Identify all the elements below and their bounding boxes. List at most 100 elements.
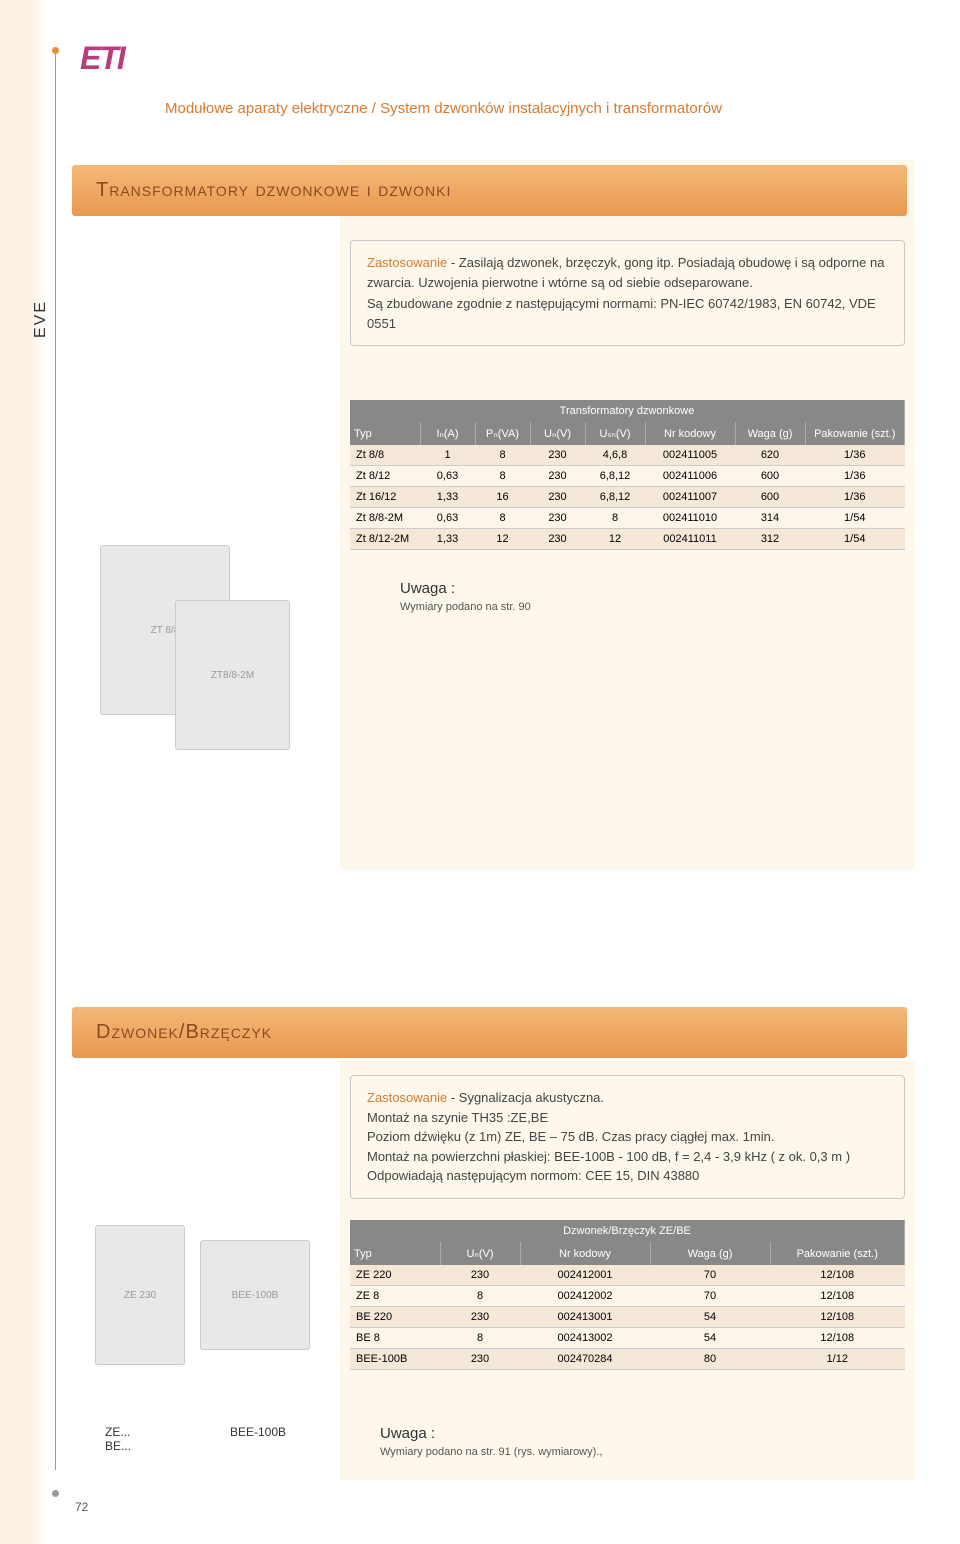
rule-dot-top [52, 47, 59, 54]
table-cell: 12/108 [770, 1286, 905, 1307]
table-cell: 230 [530, 445, 585, 466]
transformers-table: Transformatory dzwonkowe Typ Iₙ(A) Pₙ(VA… [350, 400, 905, 550]
table-row: Zt 8/120,6382306,8,120024110066001/36 [350, 466, 905, 487]
th2-typ: Typ [350, 1242, 440, 1265]
table-cell: 8 [440, 1286, 520, 1307]
table-cell: 230 [530, 487, 585, 508]
th-in: Iₙ(A) [420, 422, 475, 445]
table-cell: 0,63 [420, 466, 475, 487]
table-cell: 1/12 [770, 1349, 905, 1370]
table-row: BE 2202300024130015412/108 [350, 1307, 905, 1328]
table-cell: 1/54 [805, 508, 905, 529]
table-cell: Zt 16/12 [350, 487, 420, 508]
note-1: Uwaga : Wymiary podano na str. 90 [400, 580, 531, 613]
table-cell: ZE 220 [350, 1265, 440, 1286]
table-row: BE 880024130025412/108 [350, 1328, 905, 1349]
table-cell: 230 [530, 466, 585, 487]
table-cell: 002411007 [645, 487, 735, 508]
table-cell: Zt 8/8 [350, 445, 420, 466]
table-cell: 12 [475, 529, 530, 550]
table-cell: Zt 8/12-2M [350, 529, 420, 550]
note-2: Uwaga : Wymiary podano na str. 91 (rys. … [380, 1425, 602, 1458]
section1-header: Transformatory dzwonkowe i dzwonki [72, 165, 907, 216]
th-usn: Uₛₙ(V) [585, 422, 645, 445]
table-row: ZE 880024120027012/108 [350, 1286, 905, 1307]
th2-un: Uₙ(V) [440, 1242, 520, 1265]
table-cell: 12/108 [770, 1328, 905, 1349]
catalog-page: ETI Modułowe aparaty elektryczne / Syste… [0, 0, 960, 1544]
table-cell: 314 [735, 508, 805, 529]
table-cell: 312 [735, 529, 805, 550]
app-text-2: - Sygnalizacja akustyczna. [447, 1090, 604, 1105]
table-cell: 12/108 [770, 1307, 905, 1328]
table-cell: 4,6,8 [585, 445, 645, 466]
table-cell: 8 [475, 508, 530, 529]
table-cell: 8 [440, 1328, 520, 1349]
table-cell: 002470284 [520, 1349, 650, 1370]
table-cell: 600 [735, 487, 805, 508]
table-cell: 1/54 [805, 529, 905, 550]
table-cell: 0,63 [420, 508, 475, 529]
table-row: Zt 16/121,33162306,8,120024110076001/36 [350, 487, 905, 508]
brand-logo: ETI [80, 40, 124, 77]
th-typ: Typ [350, 422, 420, 445]
caption-ze-be: ZE... BE... [105, 1425, 131, 1453]
table-cell: 1/36 [805, 487, 905, 508]
table-cell: 1,33 [420, 529, 475, 550]
app-label-1: Zastosowanie [367, 255, 447, 270]
table-cell: 620 [735, 445, 805, 466]
table-cell: 16 [475, 487, 530, 508]
table-cell: 230 [530, 508, 585, 529]
app-text-1b: Są zbudowane zgodnie z następującymi nor… [367, 294, 888, 333]
table-cell: BE 8 [350, 1328, 440, 1349]
table-cell: 1/36 [805, 466, 905, 487]
app-line-2: Montaż na powierzchni płaskiej: BEE-100B… [367, 1147, 888, 1167]
breadcrumb: Modułowe aparaty elektryczne / System dz… [165, 100, 722, 117]
th2-code: Nr kodowy [520, 1242, 650, 1265]
doorbell-table: Dzwonek/Brzęczyk ZE/BE Typ Uₙ(V) Nr kodo… [350, 1220, 905, 1370]
table-cell: 8 [475, 445, 530, 466]
th2-weight: Waga (g) [650, 1242, 770, 1265]
rule-dot-bottom [52, 1490, 59, 1497]
product-image-bee100b: BEE-100B [200, 1240, 310, 1350]
table-cell: 230 [530, 529, 585, 550]
table2-header-row: Typ Uₙ(V) Nr kodowy Waga (g) Pakowanie (… [350, 1242, 905, 1265]
table-row: Zt 8/8182304,6,80024110056201/36 [350, 445, 905, 466]
table-cell: 6,8,12 [585, 466, 645, 487]
table-cell: 8 [475, 466, 530, 487]
table-cell: 1 [420, 445, 475, 466]
note1-title: Uwaga : [400, 580, 531, 597]
th-weight: Waga (g) [735, 422, 805, 445]
table-cell: 6,8,12 [585, 487, 645, 508]
table-cell: 80 [650, 1349, 770, 1370]
table-cell: 002412001 [520, 1265, 650, 1286]
table-cell: 1,33 [420, 487, 475, 508]
app-label-2: Zastosowanie [367, 1090, 447, 1105]
table-cell: 002411006 [645, 466, 735, 487]
section2-header: Dzwonek/Brzęczyk [72, 1007, 907, 1058]
th-code: Nr kodowy [645, 422, 735, 445]
table-cell: 8 [585, 508, 645, 529]
table-row: BEE-100B230002470284801/12 [350, 1349, 905, 1370]
th-pn: Pₙ(VA) [475, 422, 530, 445]
app-line-1: Poziom dźwięku (z 1m) ZE, BE – 75 dB. Cz… [367, 1127, 888, 1147]
app-line-0: Montaż na szynie TH35 :ZE,BE [367, 1108, 888, 1128]
table-cell: 600 [735, 466, 805, 487]
app-line-3: Odpowiadają następującym normom: CEE 15,… [367, 1166, 888, 1186]
table1-header-row: Typ Iₙ(A) Pₙ(VA) Uₙ(V) Uₛₙ(V) Nr kodowy … [350, 422, 905, 445]
th2-pack: Pakowanie (szt.) [770, 1242, 905, 1265]
table-cell: 54 [650, 1328, 770, 1349]
table-cell: 54 [650, 1307, 770, 1328]
table-cell: 002413002 [520, 1328, 650, 1349]
note2-title: Uwaga : [380, 1425, 602, 1442]
table-row: Zt 8/8-2M0,63823080024110103141/54 [350, 508, 905, 529]
left-stripe [0, 0, 48, 1544]
table-cell: 70 [650, 1286, 770, 1307]
table2-title: Dzwonek/Brzęczyk ZE/BE [350, 1220, 905, 1242]
th-pack: Pakowanie (szt.) [805, 422, 905, 445]
table-cell: 002411010 [645, 508, 735, 529]
table-cell: ZE 8 [350, 1286, 440, 1307]
table-cell: 12/108 [770, 1265, 905, 1286]
table-cell: 230 [440, 1265, 520, 1286]
page-number: 72 [75, 1500, 88, 1514]
